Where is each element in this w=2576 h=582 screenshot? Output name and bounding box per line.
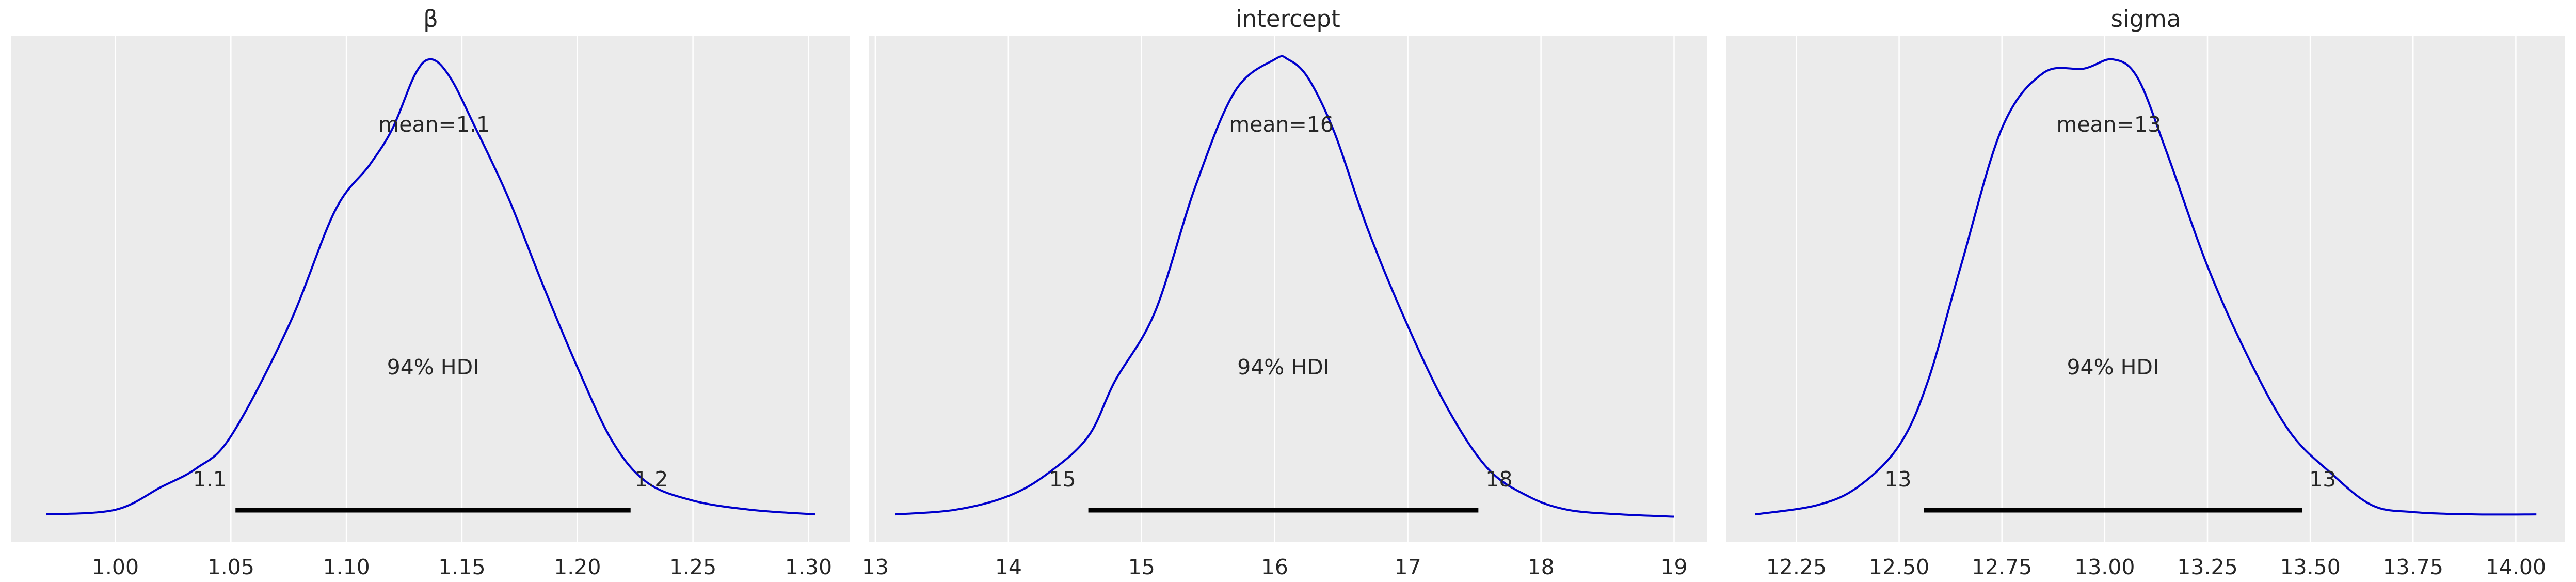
x-tick-label: 18 <box>1527 555 1554 579</box>
hdi-high-label: 18 <box>1485 467 1512 492</box>
x-tick-label: 12.75 <box>1972 555 2032 579</box>
panel-title: sigma <box>2111 5 2181 33</box>
hdi-label: 94% HDI <box>387 355 479 380</box>
x-tick-label: 12.50 <box>1869 555 1929 579</box>
x-tick-label: 14 <box>995 555 1022 579</box>
mean-label: mean=13 <box>2056 112 2161 137</box>
x-tick-label: 12.25 <box>1766 555 1827 579</box>
x-tick-label: 1.25 <box>669 555 716 579</box>
density-curve <box>1755 58 2537 516</box>
x-tick-label: 1.05 <box>207 555 254 579</box>
panel-2: 12.25 12.50 12.75 13.00 13.25 13.50 13.75 14.00… <box>1726 5 2565 579</box>
x-tick-label: 15 <box>1128 555 1155 579</box>
hdi-high-label: 13 <box>2309 467 2336 492</box>
x-tick-label: 1.20 <box>554 555 601 579</box>
hdi-label: 94% HDI <box>1237 355 1330 380</box>
x-tick-label: 13.75 <box>2383 555 2443 579</box>
panel-title: intercept <box>1236 5 1340 33</box>
density-curve <box>46 58 815 516</box>
plot-area <box>11 36 850 542</box>
x-tick-label: 1.30 <box>785 555 832 579</box>
hdi-label: 94% HDI <box>2067 355 2159 380</box>
hdi-low-label: 1.1 <box>193 467 227 492</box>
x-tick-label: 13.25 <box>2177 555 2237 579</box>
hdi-high-label: 1.2 <box>634 467 668 492</box>
plot-area <box>1726 36 2565 542</box>
hdi-low-label: 15 <box>1049 467 1076 492</box>
x-tick-label: 13.00 <box>2074 555 2135 579</box>
density-curve <box>895 55 1674 518</box>
x-tick-label: 13.50 <box>2280 555 2340 579</box>
mean-label: mean=1.1 <box>378 112 490 137</box>
x-tick-label: 13 <box>862 555 889 579</box>
x-tick-label: 1.10 <box>323 555 370 579</box>
x-tick-label: 1.15 <box>438 555 485 579</box>
hdi-low-label: 13 <box>1884 467 1911 492</box>
panel-title: β <box>423 5 438 33</box>
x-tick-label: 17 <box>1395 555 1421 579</box>
x-tick-label: 16 <box>1261 555 1288 579</box>
x-tick-label: 14.00 <box>2486 555 2546 579</box>
x-tick-label: 1.00 <box>92 555 139 579</box>
x-tick-label: 19 <box>1660 555 1687 579</box>
panel-1: 13 14 15 16 17 18 19 intercept mean=16 94% HDI 15 1… <box>862 5 1707 579</box>
mean-label: mean=16 <box>1229 112 1334 137</box>
panel-0: 1.00 1.05 1.10 1.15 1.20 1.25 1.30 β mean=1.1 94%… <box>11 5 850 579</box>
